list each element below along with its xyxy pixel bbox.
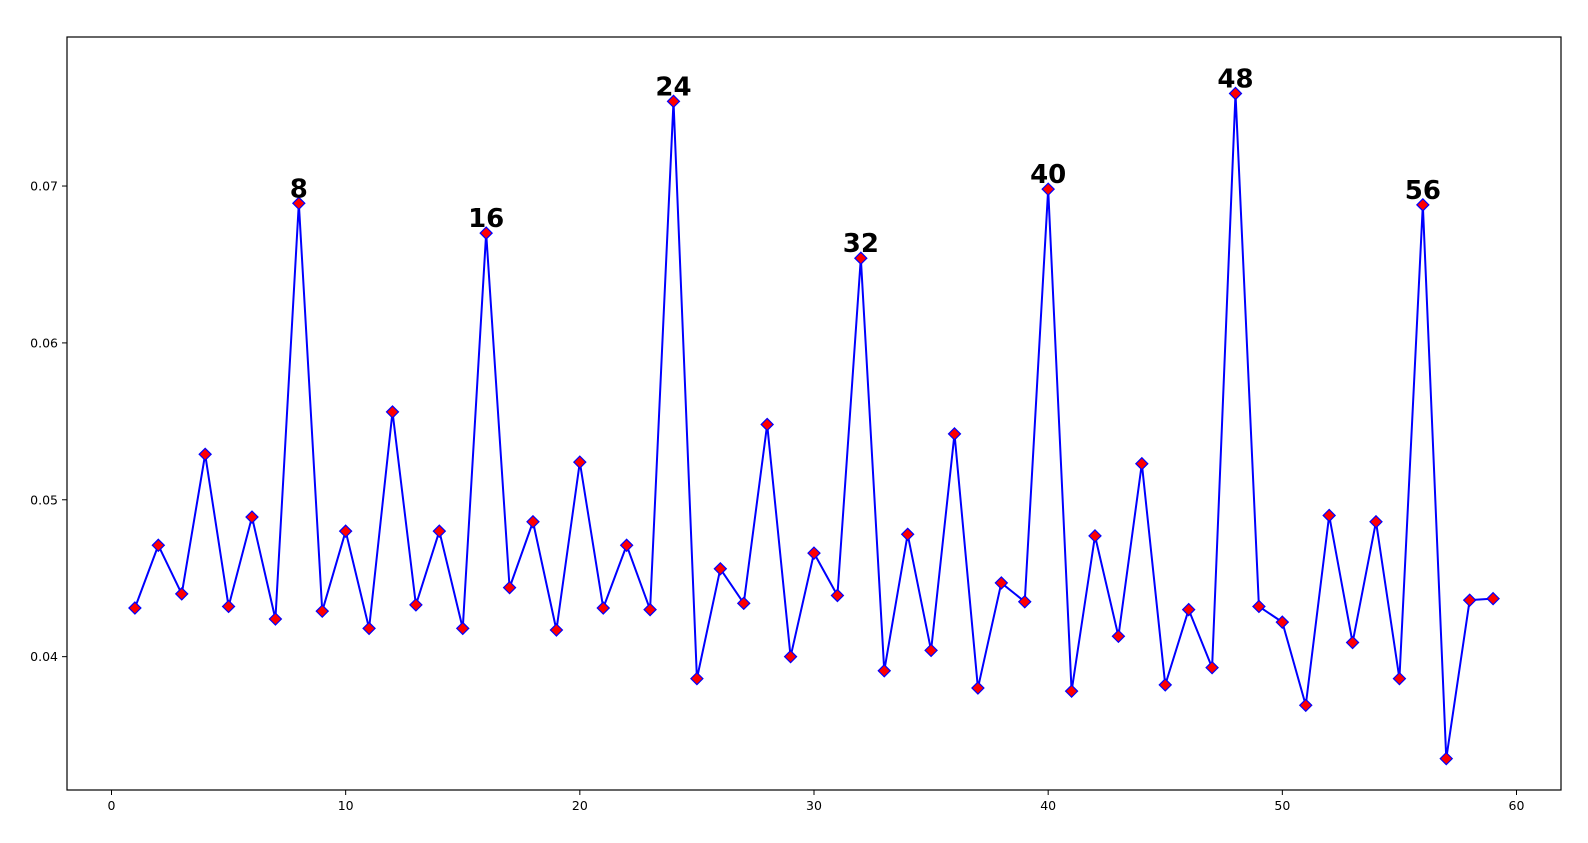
data-point-marker — [1462, 593, 1477, 608]
data-point-marker — [362, 621, 376, 636]
data-point-marker — [947, 427, 962, 441]
data-point-marker — [830, 588, 845, 603]
y-tick-label: 0.04 — [30, 649, 58, 664]
data-point-marker — [338, 524, 353, 539]
data-point-marker — [572, 455, 587, 469]
data-point-marker — [1181, 602, 1196, 617]
peak-annotation: 8 — [290, 174, 308, 204]
data-point-marker — [432, 524, 447, 539]
y-tick-label: 0.06 — [30, 335, 58, 350]
data-point-marker — [1017, 594, 1032, 609]
data-point-marker — [1275, 615, 1290, 629]
y-tick-label: 0.05 — [30, 492, 58, 507]
data-point-marker — [549, 623, 564, 637]
data-point-marker — [1228, 86, 1243, 101]
data-point-marker — [736, 596, 751, 611]
data-point-marker — [385, 405, 400, 419]
peak-annotation: 24 — [655, 72, 691, 102]
data-point-marker — [1345, 635, 1360, 650]
peak-annotation: 32 — [843, 229, 879, 259]
data-point-marker — [783, 649, 798, 664]
data-point-marker — [1111, 629, 1126, 644]
peak-annotation: 56 — [1405, 176, 1441, 206]
data-point-marker — [713, 561, 728, 576]
x-tick-label: 20 — [572, 798, 588, 813]
data-point-marker — [1298, 698, 1313, 713]
data-point-marker — [1415, 198, 1430, 212]
x-tick-label: 30 — [806, 798, 822, 813]
data-point-marker — [198, 447, 213, 462]
data-point-marker — [1134, 456, 1149, 471]
data-point-marker — [760, 417, 775, 432]
data-point-marker — [1439, 751, 1454, 766]
x-tick-label: 60 — [1509, 798, 1525, 813]
data-point-marker — [1252, 599, 1266, 614]
data-point-marker — [666, 94, 681, 109]
data-point-marker — [245, 510, 259, 524]
data-point-marker — [268, 612, 283, 626]
data-point-marker — [1322, 508, 1337, 523]
x-tick-label: 0 — [108, 798, 116, 813]
data-point-marker — [291, 196, 306, 211]
y-tick-label: 0.07 — [30, 179, 58, 194]
data-point-marker — [1158, 678, 1173, 692]
data-point-marker — [877, 663, 892, 678]
x-tick-label: 40 — [1040, 798, 1056, 813]
x-tick-label: 50 — [1274, 798, 1290, 813]
data-point-marker — [128, 601, 142, 615]
data-point-marker — [409, 598, 423, 612]
data-point-marker — [1088, 529, 1102, 543]
data-point-marker — [151, 538, 166, 553]
data-point-marker — [1205, 660, 1219, 675]
data-point-marker — [1392, 671, 1407, 686]
axes: 0 10 20 30 40 50 60 0.04 0.05 0.06 0.07 — [30, 36, 1562, 813]
peak-annotation: 48 — [1217, 64, 1253, 94]
peak-annotation: 16 — [468, 204, 504, 234]
data-point-marker — [994, 576, 1009, 590]
data-point-marker — [455, 621, 470, 636]
data-point-marker — [643, 602, 657, 617]
peak-annotation: 40 — [1030, 160, 1066, 190]
data-point-marker — [174, 587, 189, 601]
data-point-marker — [807, 546, 821, 560]
plot-area: 8 16 24 32 40 48 56 — [128, 64, 1500, 766]
data-point-marker — [502, 580, 517, 595]
data-point-marker — [853, 251, 868, 266]
data-point-marker — [526, 514, 540, 529]
data-point-marker — [315, 604, 330, 619]
data-point-marker — [924, 643, 938, 658]
data-point-marker — [1369, 514, 1383, 529]
data-point-marker — [1064, 684, 1079, 699]
data-point-marker — [690, 671, 704, 686]
data-point-marker — [971, 681, 985, 695]
x-tick-label: 10 — [338, 798, 354, 813]
data-point-marker — [1486, 591, 1500, 606]
data-point-marker — [479, 226, 494, 240]
data-point-marker — [619, 538, 634, 553]
data-point-marker — [900, 527, 915, 542]
data-point-marker — [1041, 182, 1056, 197]
data-point-marker — [596, 601, 611, 615]
data-point-marker — [221, 599, 236, 614]
